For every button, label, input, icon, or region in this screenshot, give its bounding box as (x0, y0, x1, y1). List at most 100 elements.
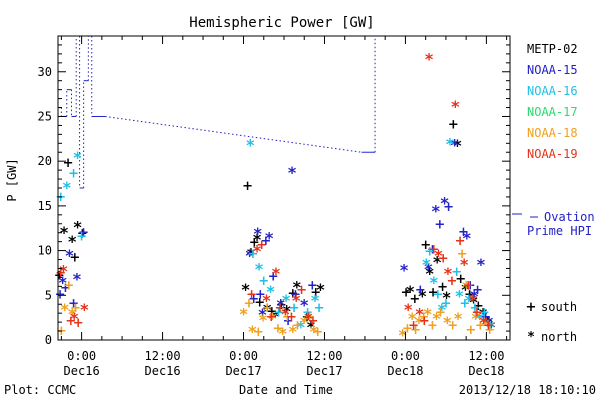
data-point: + (455, 234, 466, 249)
data-point: * (485, 313, 494, 332)
data-point: + (409, 292, 420, 307)
data-point: * (480, 313, 489, 332)
data-point: * (282, 291, 291, 310)
data-point: + (282, 310, 293, 325)
data-point: + (427, 319, 438, 334)
data-point: * (425, 49, 434, 68)
y-tick-label: 20 (38, 154, 52, 168)
chart-title: Hemispheric Power [GW] (189, 15, 374, 31)
data-point: + (428, 243, 439, 258)
data-point: * (470, 286, 479, 305)
data-point: * (73, 148, 82, 167)
scatter-points-layer: +*+*+*+*+*+*+*+*+*+*+*+* +*+*+*+*+*+*+*+*… (54, 49, 496, 344)
data-point: + (258, 274, 269, 289)
data-point: * (438, 300, 447, 319)
x-tick-date-label: Dec17 (225, 364, 261, 378)
data-point: + (262, 301, 273, 316)
data-point: * (465, 291, 474, 310)
data-point: + (253, 325, 264, 340)
legend: METP-02 NOAA-15 NOAA-16 NOAA-17 NOAA-18 NOAA-… (512, 42, 595, 345)
data-point: * (404, 300, 413, 319)
data-point: + (424, 244, 435, 259)
data-point: + (440, 296, 451, 311)
ovation-line-layer (58, 35, 376, 189)
y-tick-label: 0 (45, 333, 52, 347)
data-point: * (316, 280, 325, 299)
data-point: + (69, 251, 80, 266)
data-point: + (304, 310, 315, 325)
data-point: * (281, 304, 290, 323)
data-point: * (475, 309, 484, 328)
data-point: * (272, 264, 281, 283)
data-point: + (473, 299, 484, 314)
ovation-line-segment (105, 115, 362, 153)
data-point: + (448, 118, 459, 133)
data-point: * (297, 318, 306, 337)
data-point: * (433, 252, 442, 271)
data-point: + (249, 236, 260, 251)
data-point: + (70, 301, 81, 316)
footer-timestamp: 2013/12/18 18:10:10 (459, 383, 596, 397)
data-point: + (310, 286, 321, 301)
data-point: + (482, 314, 493, 329)
data-point: + (455, 272, 466, 287)
data-point: + (255, 287, 266, 302)
data-point: * (80, 300, 89, 319)
data-point: + (248, 292, 259, 307)
data-point: + (60, 281, 71, 296)
data-point: * (486, 318, 495, 337)
data-point: + (427, 243, 438, 258)
data-point: * (481, 315, 490, 334)
data-point: + (419, 314, 430, 329)
x-tick-time-label: 0:00 (229, 349, 258, 363)
data-point: * (266, 282, 275, 301)
data-point: + (483, 319, 494, 334)
data-point: * (288, 163, 297, 182)
data-point: + (457, 247, 468, 262)
data-point: + (465, 278, 476, 293)
data-point: * (446, 134, 455, 153)
data-point: * (253, 242, 262, 261)
x-tick-date-label: Dec18 (387, 364, 423, 378)
x-tick-date-label: Dec18 (468, 364, 504, 378)
data-point: * (450, 135, 459, 154)
x-tick-date-label: Dec17 (306, 364, 342, 378)
data-point: + (63, 278, 74, 293)
data-point: * (241, 280, 250, 299)
data-point: + (435, 305, 446, 320)
data-point: * (289, 322, 298, 341)
data-point: * (451, 97, 460, 116)
y-tick-label: 30 (38, 65, 52, 79)
data-point: + (254, 295, 265, 310)
data-point: * (59, 261, 68, 280)
data-point: + (268, 270, 279, 285)
data-point: + (296, 283, 307, 298)
data-point: + (276, 298, 287, 313)
data-point: + (54, 269, 65, 284)
data-point: + (463, 278, 474, 293)
data-point: * (60, 223, 69, 242)
data-point: * (430, 273, 439, 292)
data-point: * (239, 304, 248, 323)
data-point: + (464, 287, 475, 302)
data-point: + (286, 310, 297, 325)
x-axis-label: Date and Time (239, 383, 333, 397)
data-point: * (453, 136, 462, 155)
data-point: * (422, 255, 431, 274)
data-point: + (76, 229, 87, 244)
data-point: + (272, 321, 283, 336)
data-point: * (487, 318, 496, 337)
data-point: * (307, 318, 316, 337)
data-point: * (418, 286, 427, 305)
data-point: * (70, 309, 79, 328)
data-point: * (68, 232, 77, 251)
data-point: * (73, 218, 82, 237)
data-point: + (63, 156, 74, 171)
data-point: * (68, 304, 77, 323)
data-point: * (278, 324, 287, 343)
data-point: * (399, 326, 408, 345)
data-point: * (461, 280, 470, 299)
data-point: + (459, 296, 470, 311)
data-point: + (292, 319, 303, 334)
data-point: + (465, 323, 476, 338)
